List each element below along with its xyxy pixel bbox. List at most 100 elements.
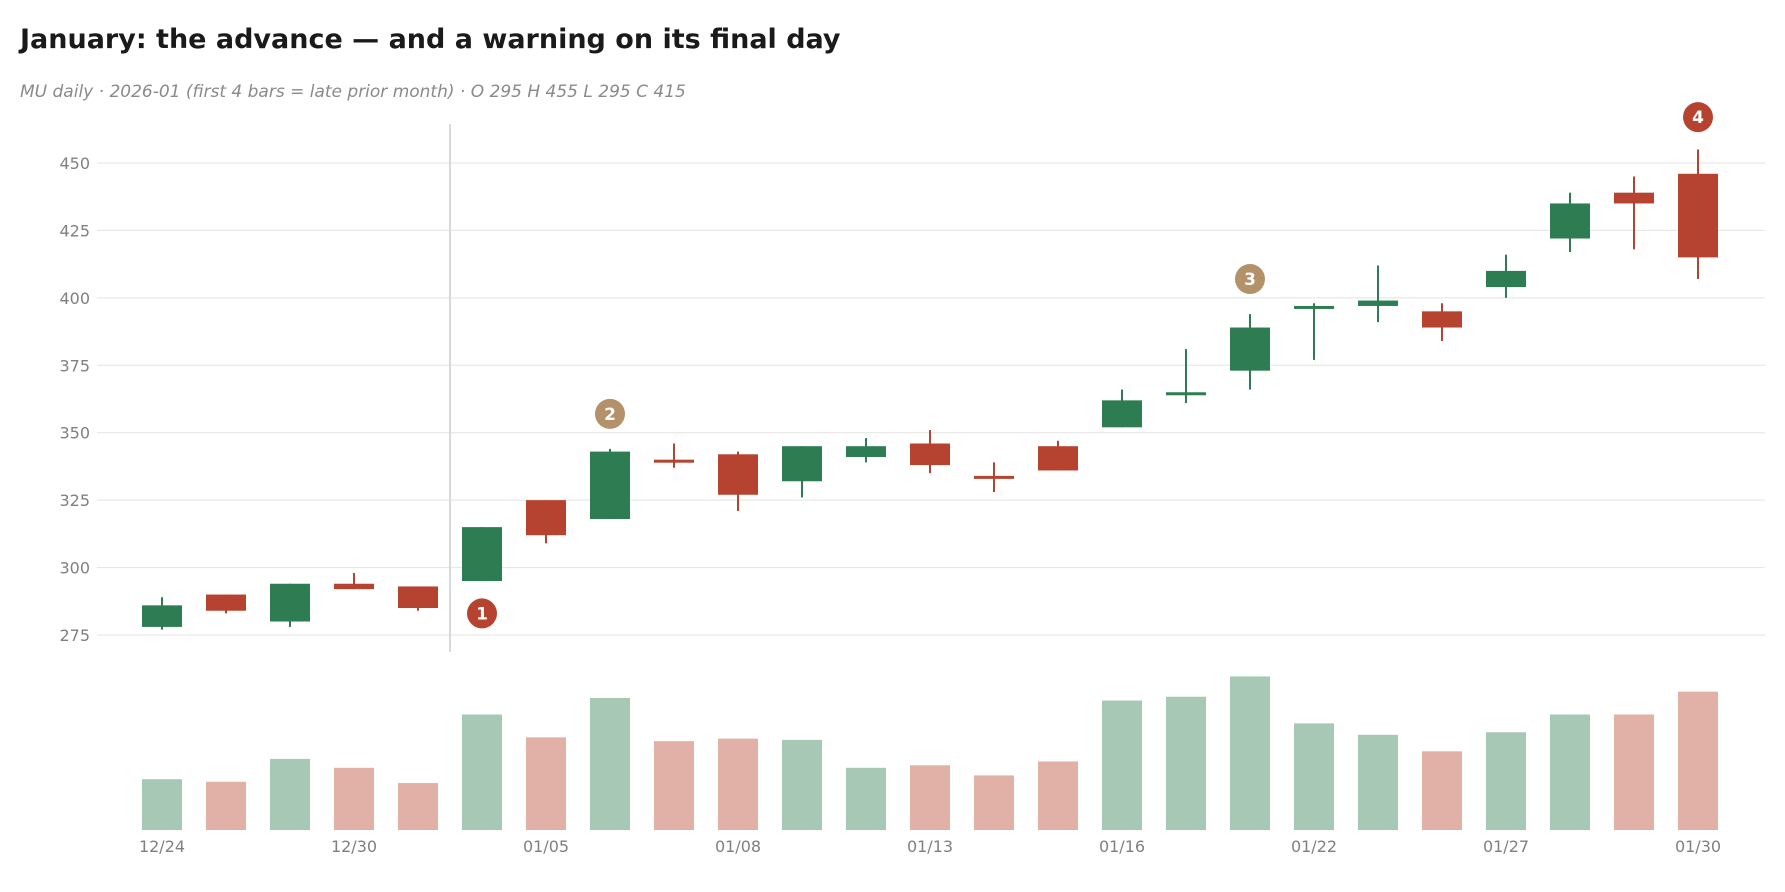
- volume-bar: [846, 767, 886, 830]
- annotation-marker-4: 4: [1683, 102, 1713, 133]
- candle: [782, 446, 822, 498]
- candle-body: [206, 594, 246, 611]
- candle-body: [718, 454, 758, 495]
- volume-bar: [974, 775, 1014, 830]
- volume-bar: [590, 698, 630, 830]
- candle: [1358, 265, 1398, 323]
- candle: [1678, 149, 1718, 279]
- marker-label: 1: [476, 604, 488, 624]
- volume-bar: [142, 779, 182, 830]
- candle-body: [270, 583, 310, 622]
- candle-body: [846, 446, 886, 457]
- candle: [1102, 389, 1142, 428]
- y-tick-label: 275: [59, 626, 90, 645]
- candle-body: [334, 583, 374, 590]
- y-tick-label: 350: [59, 424, 90, 443]
- volume-bar: [1230, 676, 1270, 830]
- candle-body: [526, 500, 566, 536]
- volume-bar: [398, 783, 438, 830]
- candle: [142, 597, 182, 630]
- volume-bar: [1166, 696, 1206, 830]
- y-tick-label: 325: [59, 491, 90, 510]
- volume-bar: [910, 765, 950, 830]
- candle: [1166, 349, 1206, 404]
- y-axis-ticks: 275 300 325 350 375 400 425 450: [59, 154, 90, 645]
- volume-bar: [1422, 751, 1462, 830]
- x-tick-label: 01/30: [1675, 837, 1721, 856]
- marker-label: 4: [1692, 108, 1704, 128]
- volume-bar: [1678, 691, 1718, 830]
- candle: [846, 438, 886, 463]
- candle-body: [1486, 270, 1526, 288]
- marker-circle: [595, 398, 625, 429]
- annotation-markers: 1 2 3 4: [467, 102, 1713, 629]
- volume-bar: [526, 737, 566, 830]
- x-tick-label: 01/05: [523, 837, 569, 856]
- marker-label: 2: [604, 405, 616, 425]
- candle-body: [1294, 305, 1334, 309]
- volume-bar: [718, 738, 758, 830]
- candle-body: [1422, 311, 1462, 328]
- volume-bar: [654, 741, 694, 830]
- y-tick-label: 450: [59, 154, 90, 173]
- candle: [334, 572, 374, 590]
- candle-body: [1358, 300, 1398, 306]
- volume-bar: [1358, 734, 1398, 830]
- x-tick-label: 01/22: [1291, 837, 1337, 856]
- candle-body: [1678, 173, 1718, 258]
- candle: [270, 583, 310, 627]
- volume-bar: [206, 781, 246, 830]
- candle: [398, 586, 438, 611]
- volume-bar: [1550, 714, 1590, 830]
- volume-bar: [1294, 723, 1334, 830]
- volume-bar: [782, 739, 822, 830]
- candle-body: [398, 586, 438, 609]
- volume-bar: [1102, 700, 1142, 830]
- x-tick-label: 01/08: [715, 837, 761, 856]
- y-tick-label: 425: [59, 221, 90, 240]
- candle-body: [782, 446, 822, 482]
- candle: [1614, 176, 1654, 250]
- y-tick-label: 375: [59, 356, 90, 375]
- marker-circle: [467, 598, 497, 629]
- candle: [974, 462, 1014, 493]
- chart-subtitle: MU daily · 2026-01 (first 4 bars = late …: [20, 82, 686, 102]
- volume-bar: [1614, 714, 1654, 830]
- candle: [206, 594, 246, 614]
- candle: [1294, 303, 1334, 360]
- candle-body: [462, 527, 502, 582]
- annotation-marker-2: 2: [595, 398, 625, 429]
- candle: [654, 443, 694, 468]
- volume-bar: [462, 714, 502, 830]
- candle: [910, 430, 950, 474]
- candle-body: [654, 459, 694, 463]
- x-tick-label: 12/30: [331, 837, 377, 856]
- candle-body: [1230, 327, 1270, 371]
- volume-bar: [1038, 761, 1078, 830]
- volume-bars: [142, 676, 1718, 830]
- candle-body: [1166, 392, 1206, 396]
- candle-body: [142, 605, 182, 627]
- x-tick-label: 01/27: [1483, 837, 1529, 856]
- candle: [1486, 254, 1526, 298]
- grid-lines: [97, 162, 1765, 636]
- candle-body: [1550, 203, 1590, 239]
- candle-body: [1102, 400, 1142, 428]
- marker-label: 3: [1244, 270, 1256, 290]
- volume-bar: [270, 758, 310, 830]
- marker-circle: [1683, 102, 1713, 133]
- candle: [1230, 314, 1270, 390]
- annotation-marker-1: 1: [467, 598, 497, 629]
- candle-body: [590, 451, 630, 520]
- annotation-marker-3: 3: [1235, 263, 1265, 294]
- candle: [1422, 303, 1462, 342]
- candle-body: [910, 443, 950, 466]
- volume-bar: [1486, 732, 1526, 830]
- candle: [526, 500, 566, 544]
- x-axis-ticks: 12/24 12/30 01/05 01/08 01/13 01/16 01/22 01/27…: [139, 837, 1721, 856]
- candle-body: [1038, 446, 1078, 471]
- y-tick-label: 300: [59, 559, 90, 578]
- volume-bar: [334, 767, 374, 830]
- candle-body: [1614, 192, 1654, 204]
